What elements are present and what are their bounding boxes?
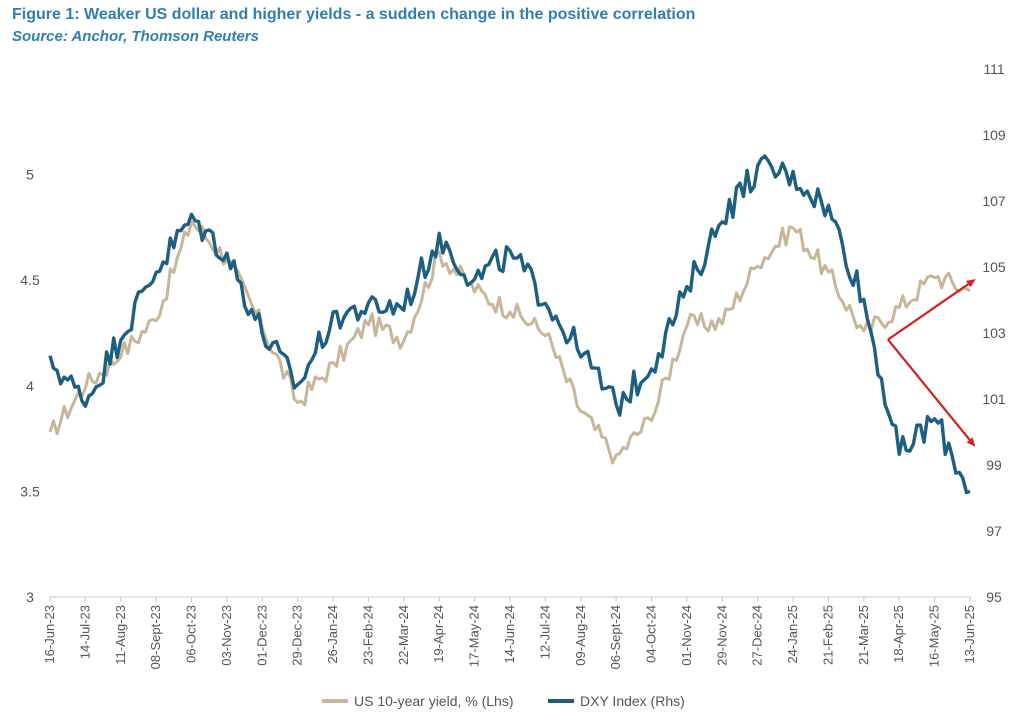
x-axis-ticks: 16-Jun-23 14-Jul-23 11-Aug-23 08-Sept-23 06-…	[42, 597, 977, 669]
right-tick-label: 103	[982, 325, 1006, 341]
x-tick-label: 27-Dec-24	[750, 605, 765, 666]
x-tick-label: 21-Mar-25	[856, 605, 871, 665]
x-tick-label: 24-Jan-25	[785, 605, 800, 664]
x-tick-label: 13-Jun-25	[962, 605, 977, 664]
x-tick-label: 23-Feb-24	[360, 605, 375, 665]
annotation-arrow	[887, 338, 976, 447]
x-tick-label: 29-Dec-23	[290, 605, 305, 666]
left-tick-label: 3.5	[20, 483, 40, 499]
left-axis-ticks: 3 3.5 4 4.5 5	[20, 167, 40, 605]
right-tick-label: 109	[982, 127, 1006, 143]
left-tick-label: 4	[26, 378, 34, 394]
x-tick-label: 19-Apr-24	[431, 605, 446, 663]
right-tick-label: 97	[986, 523, 1002, 539]
chart-title: Figure 1: Weaker US dollar and higher yi…	[12, 6, 696, 23]
x-tick-label: 09-Aug-24	[573, 605, 588, 666]
x-tick-label: 26-Jan-24	[325, 605, 340, 664]
chart-source: Source: Anchor, Thomson Reuters	[12, 28, 259, 45]
x-tick-label: 29-Nov-24	[714, 605, 729, 666]
x-tick-label: 01-Nov-24	[679, 605, 694, 666]
x-tick-label: 12-Jul-24	[537, 605, 552, 659]
right-tick-label: 107	[982, 193, 1006, 209]
x-tick-label: 03-Nov-23	[219, 605, 234, 666]
right-tick-label: 99	[986, 457, 1002, 473]
right-axis-ticks: 95 97 99 101 103 105 107 109 111	[982, 61, 1006, 605]
right-tick-label: 95	[986, 589, 1002, 605]
x-tick-label: 14-Jul-23	[77, 605, 92, 659]
x-tick-label: 06-Sept-24	[608, 605, 623, 669]
x-tick-label: 14-Jun-24	[502, 605, 517, 664]
x-tick-label: 16-Jun-23	[42, 605, 57, 664]
x-tick-label: 18-Apr-25	[891, 605, 906, 663]
series-group	[48, 154, 976, 495]
legend: US 10-year yield, % (Lhs) DXY Index (Rhs…	[322, 693, 685, 709]
x-tick-label: 21-Feb-25	[820, 605, 835, 665]
left-tick-label: 4.5	[20, 272, 40, 288]
right-tick-label: 101	[982, 391, 1006, 407]
left-tick-label: 5	[26, 167, 34, 183]
x-tick-label: 01-Dec-23	[254, 605, 269, 666]
legend-label-dxy: DXY Index (Rhs)	[580, 693, 685, 709]
x-tick-label: 11-Aug-23	[113, 605, 128, 665]
series-line-dxy	[48, 154, 971, 495]
x-tick-label: 22-Mar-24	[396, 605, 411, 665]
left-tick-label: 3	[26, 589, 34, 605]
x-tick-label: 06-Oct-23	[184, 605, 199, 663]
x-tick-label: 16-May-25	[927, 605, 942, 667]
legend-label-yield: US 10-year yield, % (Lhs)	[354, 693, 514, 709]
annotation-arrow	[887, 279, 976, 341]
right-tick-label: 105	[982, 259, 1006, 275]
x-tick-label: 08-Sept-23	[148, 605, 163, 669]
x-tick-label: 04-Oct-24	[644, 605, 659, 663]
series-line-us10y	[48, 220, 971, 465]
x-tick-label: 17-May-24	[467, 605, 482, 667]
right-tick-label: 111	[983, 61, 1004, 77]
